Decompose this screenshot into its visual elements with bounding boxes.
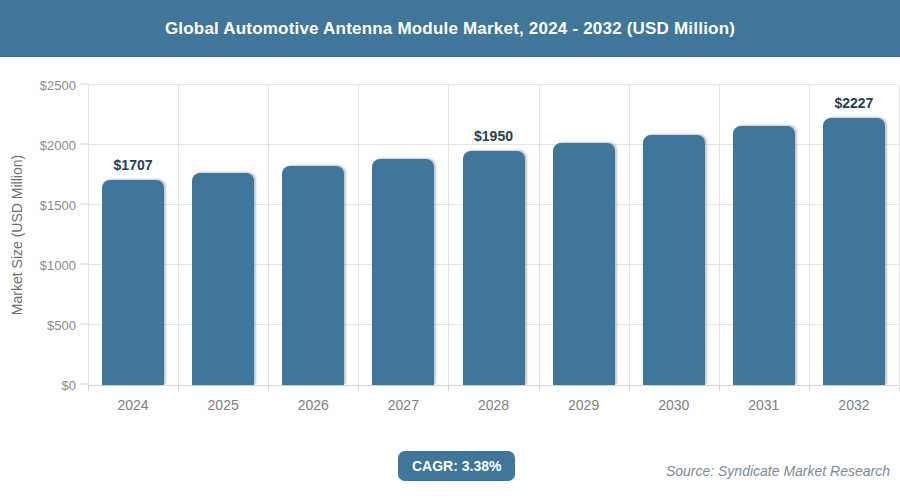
y-tick-label: $2500 <box>16 78 76 93</box>
bar-2030 <box>643 135 705 385</box>
bar-2024 <box>102 180 164 385</box>
x-tick-mark <box>448 386 449 391</box>
chart-frame: Global Automotive Antenna Module Market,… <box>0 0 900 500</box>
y-tick-mark <box>80 384 88 385</box>
bar-value-label: $1707 <box>88 157 178 173</box>
x-tick-label: 2028 <box>449 397 539 413</box>
bar-2025 <box>192 173 254 385</box>
y-tick-label: $1000 <box>16 258 76 273</box>
bar-value-label: $2227 <box>809 95 899 111</box>
h-gridline <box>88 84 899 85</box>
v-gridline <box>268 85 269 385</box>
v-gridline <box>629 85 630 385</box>
x-tick-label: 2024 <box>88 397 178 413</box>
v-gridline <box>539 85 540 385</box>
x-tick-label: 2031 <box>719 397 809 413</box>
plot-area: $1707 $1950 $2227 <box>88 85 899 385</box>
x-tick-mark <box>268 386 269 391</box>
x-tick-label: 2029 <box>539 397 629 413</box>
source-note: Source: Syndicate Market Research <box>666 463 890 479</box>
x-axis-line <box>88 385 899 386</box>
chart-header: Global Automotive Antenna Module Market,… <box>0 0 900 57</box>
y-tick-mark <box>80 84 88 85</box>
bar-value-label: $1950 <box>449 128 539 144</box>
v-gridline <box>178 85 179 385</box>
x-tick-label: 2025 <box>178 397 268 413</box>
v-gridline <box>358 85 359 385</box>
y-axis-title: Market Size (USD Million) <box>6 85 28 385</box>
y-tick-mark <box>80 324 88 325</box>
y-tick-mark <box>80 144 88 145</box>
bar-2026 <box>282 166 344 385</box>
y-tick-mark <box>80 264 88 265</box>
y-tick-label: $0 <box>16 378 76 393</box>
x-tick-mark <box>809 386 810 391</box>
bar-2027 <box>372 159 434 385</box>
chart-title: Global Automotive Antenna Module Market,… <box>165 19 735 39</box>
x-tick-mark <box>539 386 540 391</box>
x-tick-label: 2027 <box>358 397 448 413</box>
y-tick-label: $500 <box>16 318 76 333</box>
x-tick-mark <box>629 386 630 391</box>
v-gridline <box>719 85 720 385</box>
x-tick-mark <box>178 386 179 391</box>
bar-2028 <box>463 151 525 385</box>
y-axis-title-text: Market Size (USD Million) <box>9 155 25 315</box>
v-gridline <box>809 85 810 385</box>
bar-2032 <box>823 118 885 385</box>
x-tick-label: 2032 <box>809 397 899 413</box>
x-tick-label: 2026 <box>268 397 358 413</box>
bar-2029 <box>553 143 615 385</box>
x-tick-mark <box>719 386 720 391</box>
x-tick-mark <box>358 386 359 391</box>
cagr-badge: CAGR: 3.38% <box>398 451 515 481</box>
v-gridline <box>88 85 89 385</box>
y-tick-mark <box>80 204 88 205</box>
x-tick-label: 2030 <box>629 397 719 413</box>
y-tick-label: $2000 <box>16 138 76 153</box>
bar-2031 <box>733 126 795 385</box>
x-tick-mark <box>88 386 89 391</box>
cagr-badge-label: CAGR: 3.38% <box>412 458 501 474</box>
y-tick-label: $1500 <box>16 198 76 213</box>
